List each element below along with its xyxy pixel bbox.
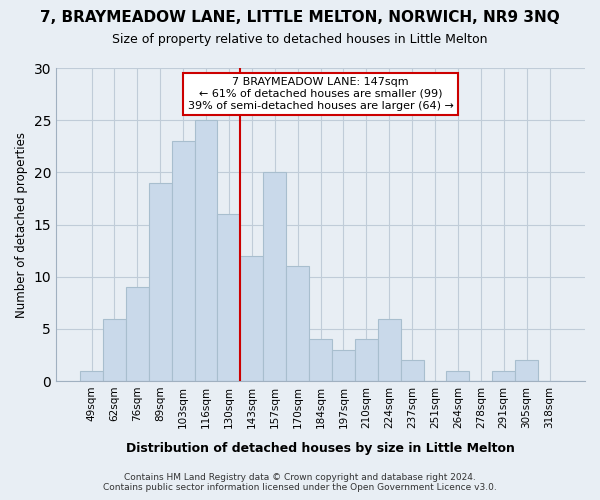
Y-axis label: Number of detached properties: Number of detached properties (15, 132, 28, 318)
Bar (172, 141, 194, 381)
Bar (492, 370, 515, 381)
Bar (309, 340, 332, 381)
Bar (241, 256, 263, 381)
Bar (126, 287, 149, 381)
Bar (217, 214, 241, 381)
X-axis label: Distribution of detached houses by size in Little Melton: Distribution of detached houses by size … (126, 442, 515, 455)
Bar (80, 370, 103, 381)
Bar (286, 266, 309, 381)
Bar (332, 350, 355, 381)
Text: 7, BRAYMEADOW LANE, LITTLE MELTON, NORWICH, NR9 3NQ: 7, BRAYMEADOW LANE, LITTLE MELTON, NORWI… (40, 10, 560, 25)
Bar (149, 183, 172, 381)
Bar (355, 340, 378, 381)
Bar (103, 318, 126, 381)
Bar (194, 120, 217, 381)
Text: Size of property relative to detached houses in Little Melton: Size of property relative to detached ho… (112, 32, 488, 46)
Text: Contains HM Land Registry data © Crown copyright and database right 2024.
Contai: Contains HM Land Registry data © Crown c… (103, 473, 497, 492)
Bar (515, 360, 538, 381)
Bar (446, 370, 469, 381)
Bar (401, 360, 424, 381)
Bar (378, 318, 401, 381)
Bar (263, 172, 286, 381)
Text: 7 BRAYMEADOW LANE: 147sqm
← 61% of detached houses are smaller (99)
39% of semi-: 7 BRAYMEADOW LANE: 147sqm ← 61% of detac… (188, 78, 454, 110)
